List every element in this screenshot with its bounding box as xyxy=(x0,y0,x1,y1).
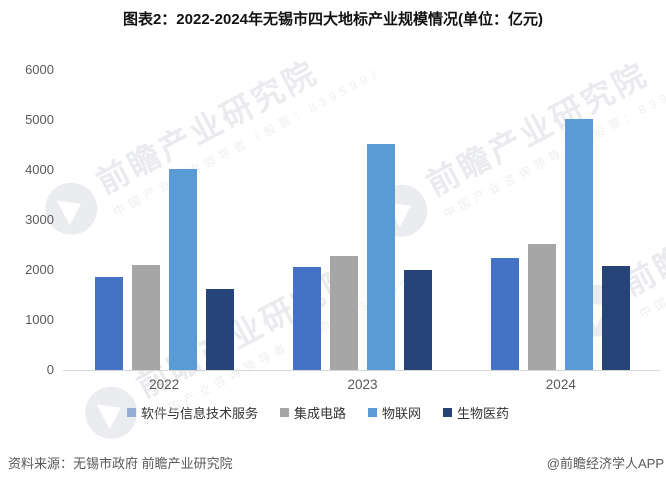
y-tick-label-6000: 6000 xyxy=(25,62,54,77)
x-tick-label-2022: 2022 xyxy=(149,377,180,392)
legend-label: 物联网 xyxy=(382,406,422,421)
legend-label: 软件与信息技术服务 xyxy=(140,406,258,421)
y-tick-label-5000: 5000 xyxy=(25,112,54,127)
bar-2024-series-2 xyxy=(565,119,594,370)
x-axis-labels: 2022 2023 2024 xyxy=(65,377,660,392)
legend-swatch-icon xyxy=(368,408,377,417)
legend-item-3: 生物医药 xyxy=(443,403,509,422)
bar-2022-series-1 xyxy=(131,265,160,370)
bar-2023-series-1 xyxy=(329,255,358,370)
y-tick-label-2000: 2000 xyxy=(25,262,54,277)
legend-swatch-icon xyxy=(279,408,289,417)
y-tick-label-1000: 1000 xyxy=(25,312,54,327)
credit-note: @前瞻经济学人APP xyxy=(546,456,664,471)
source-note: 资料来源：无锡市政府 前瞻产业研究院 xyxy=(8,456,233,471)
bar-group-2024 xyxy=(462,70,660,370)
legend-label: 集成电路 xyxy=(293,406,346,421)
bar-2022-series-2 xyxy=(168,168,197,370)
page-title: 图表2：2022-2024年无锡市四大地标产业规模情况(单位：亿元) xyxy=(122,11,544,28)
x-axis-line xyxy=(63,370,660,371)
legend-label: 生物医药 xyxy=(457,406,510,421)
y-tick-label-3000: 3000 xyxy=(25,212,54,227)
x-tick-label-2024: 2024 xyxy=(545,377,576,392)
y-tick-label-0: 0 xyxy=(46,362,54,377)
bar-2023-series-3 xyxy=(403,270,432,370)
x-tick-label-2023: 2023 xyxy=(347,377,378,392)
legend: 软件与信息技术服务 集成电路 物联网 生物医药 xyxy=(30,403,606,422)
bar-group-2022 xyxy=(65,70,263,370)
bar-2022-series-3 xyxy=(205,288,234,370)
bar-group-2023 xyxy=(263,70,461,370)
bar-2024-series-1 xyxy=(528,243,557,370)
y-tick-label-4000: 4000 xyxy=(25,162,54,177)
bar-2024-series-0 xyxy=(491,258,520,370)
legend-item-1: 集成电路 xyxy=(279,403,346,422)
bar-2023-series-0 xyxy=(292,266,321,370)
bar-2022-series-0 xyxy=(94,276,123,370)
bar-groups xyxy=(65,70,660,370)
bar-2023-series-2 xyxy=(366,144,395,370)
legend-item-2: 物联网 xyxy=(368,403,421,422)
bar-2024-series-3 xyxy=(602,266,631,370)
legend-swatch-icon xyxy=(443,408,453,417)
